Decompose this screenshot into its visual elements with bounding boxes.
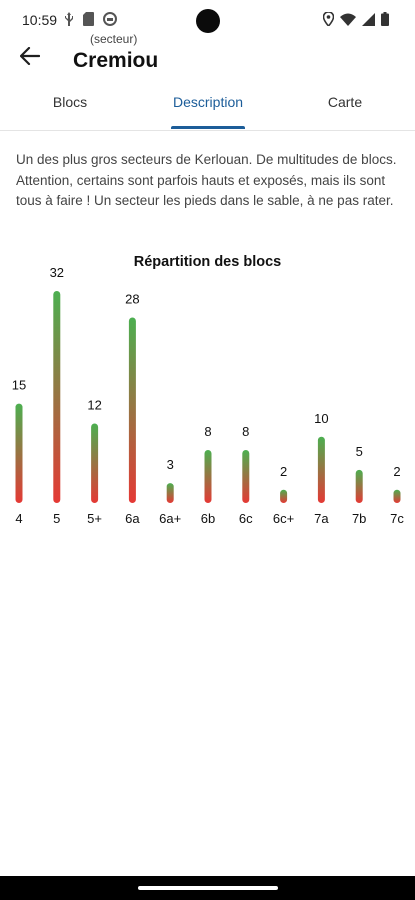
bar-value-7c: 2 <box>393 464 400 479</box>
bar-category-7b: 7b <box>352 511 366 526</box>
tab-bar: Blocs Description Carte <box>0 94 415 131</box>
bar-6b <box>204 450 212 503</box>
bar-value-7a: 10 <box>314 411 328 426</box>
bar-category-7a: 7a <box>314 511 329 526</box>
signal-icon <box>362 12 375 31</box>
location-icon <box>322 11 335 31</box>
bar-category-6a: 6a <box>125 511 140 526</box>
bar-value-6c+: 2 <box>280 464 287 479</box>
bar-value-7b: 5 <box>356 444 363 459</box>
wifi-icon <box>340 13 356 31</box>
bar-7a <box>317 436 325 503</box>
system-navigation-bar <box>0 876 415 900</box>
back-button[interactable] <box>16 42 44 70</box>
sector-description: Un des plus gros secteurs de Kerlouan. D… <box>16 152 397 208</box>
tab-description[interactable]: Description <box>172 94 244 110</box>
bar-category-6c: 6c <box>239 511 253 526</box>
bar-category-6a+: 6a+ <box>159 511 181 526</box>
camera-cutout <box>196 9 220 33</box>
bar-4 <box>15 403 23 503</box>
bar-7c <box>393 489 401 503</box>
bar-7b <box>355 469 363 503</box>
bar-category-5+: 5+ <box>87 511 102 526</box>
bar-6c <box>242 450 250 503</box>
bar-category-6c+: 6c+ <box>273 511 294 526</box>
tab-carte[interactable]: Carte <box>327 94 363 110</box>
usb-icon <box>64 12 74 31</box>
bar-value-5+: 12 <box>87 398 101 413</box>
sd-card-icon <box>83 12 94 31</box>
bar-6c+ <box>280 489 288 503</box>
distribution-bar-chart: 15 4 32 5 12 5+ 28 6a 3 6a+ 8 6b 8 6c 2 6c+ 10 7a 5 7b 2 7c <box>12 265 405 526</box>
page-title: Cremiou <box>73 49 159 72</box>
bar-category-6b: 6b <box>201 511 215 526</box>
shield-app-icon <box>103 12 117 31</box>
status-system-icons <box>322 11 389 31</box>
chart-title: Répartition des blocs <box>133 254 282 270</box>
bar-6a <box>128 317 136 503</box>
bar-value-6c: 8 <box>242 424 249 439</box>
tab-selected-indicator <box>171 126 245 129</box>
bar-category-7c: 7c <box>390 511 404 526</box>
battery-icon <box>381 12 389 31</box>
bar-value-5: 32 <box>50 265 64 280</box>
tab-blocs[interactable]: Blocs <box>52 94 88 110</box>
bar-value-4: 15 <box>12 378 26 393</box>
bar-5 <box>53 291 61 503</box>
bar-value-6b: 8 <box>204 424 211 439</box>
bar-6a+ <box>166 483 174 503</box>
bar-category-4: 4 <box>15 511 22 526</box>
sector-subtitle: (secteur) <box>90 32 138 46</box>
bar-value-6a: 28 <box>125 292 139 307</box>
status-notification-icons <box>64 12 117 31</box>
bar-5+ <box>91 423 99 503</box>
bar-category-5: 5 <box>53 511 60 526</box>
status-bar: 10:59 <box>0 0 415 40</box>
status-time: 10:59 <box>22 12 58 28</box>
gesture-handle[interactable] <box>138 886 278 890</box>
top-app-bar: (secteur) Cremiou <box>0 32 415 94</box>
arrow-back-icon <box>20 47 40 65</box>
bar-value-6a+: 3 <box>167 457 174 472</box>
